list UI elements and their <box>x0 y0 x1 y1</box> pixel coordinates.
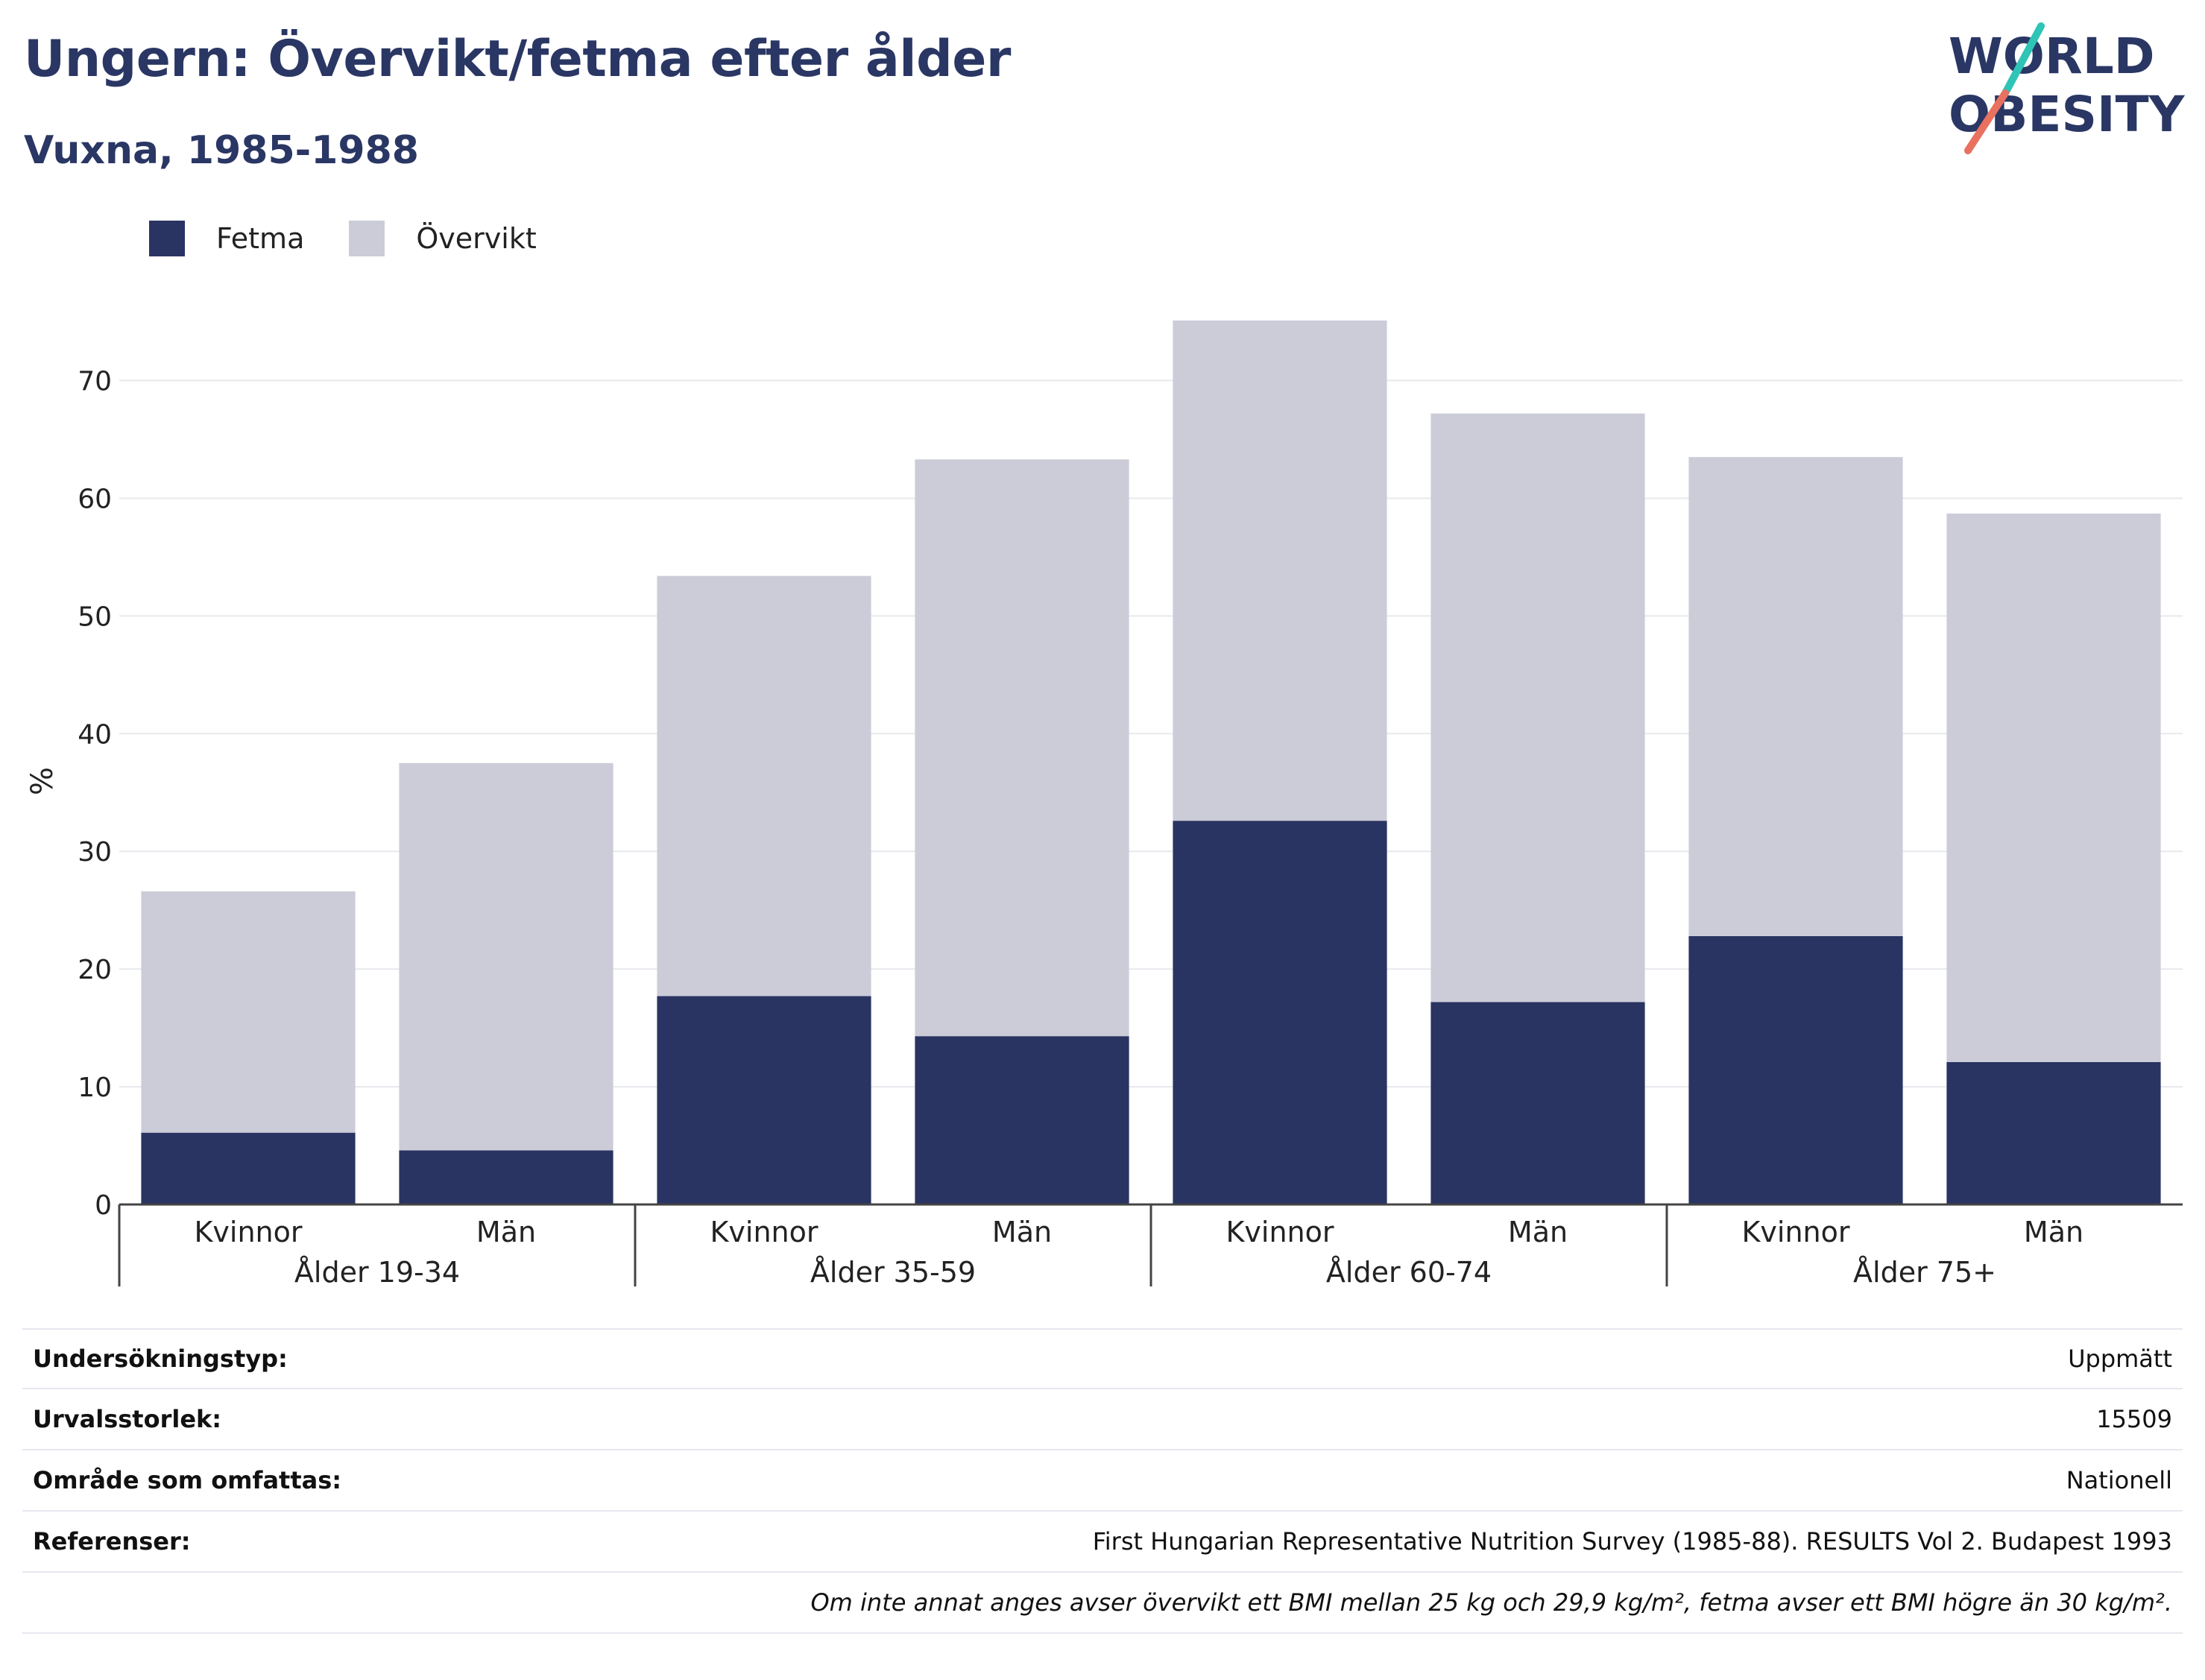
info-label: Undersökningstyp: <box>33 1345 288 1373</box>
svg-text:WORLD: WORLD <box>1949 28 2155 85</box>
legend-swatch-overvikt <box>349 221 385 256</box>
bar-overvikt <box>1430 413 1645 1002</box>
group-label: Ålder 75+ <box>1853 1256 1996 1289</box>
bar-fetma <box>1173 821 1387 1204</box>
bar-fetma <box>141 1132 356 1204</box>
x-tick-label: Män <box>2024 1216 2083 1248</box>
legend-label-overvikt: Övervikt <box>416 222 537 255</box>
bar-overvikt <box>1173 320 1387 821</box>
bar-overvikt <box>141 891 356 1133</box>
info-row-survey-type: Undersökningstyp: Uppmätt <box>22 1328 2183 1389</box>
group-label: Ålder 35-59 <box>810 1256 976 1289</box>
bar-fetma <box>915 1036 1129 1204</box>
bmi-definition-note: Om inte annat anges avser övervikt ett B… <box>810 1588 2172 1617</box>
legend-swatch-fetma <box>149 221 185 256</box>
y-tick-label: 60 <box>78 484 112 514</box>
survey-info-table: Undersökningstyp: Uppmätt Urvalsstorlek:… <box>22 1328 2183 1634</box>
x-tick-label: Kvinnor <box>1225 1216 1334 1248</box>
y-tick-label: 0 <box>95 1190 112 1221</box>
bar-fetma <box>1688 935 1903 1204</box>
page-subtitle: Vuxna, 1985-1988 <box>24 128 419 173</box>
y-tick-label: 40 <box>78 719 112 750</box>
info-row-bmi-note: Om inte annat anges avser övervikt ett B… <box>22 1573 2183 1634</box>
legend-item-overvikt[interactable]: Övervikt <box>349 221 537 256</box>
bar-overvikt <box>1688 457 1903 936</box>
group-label: Ålder 19-34 <box>294 1256 460 1289</box>
bar-fetma <box>657 996 871 1204</box>
world-obesity-logo: WORLD OBESITY <box>1949 22 2186 154</box>
bar-fetma <box>1946 1061 2161 1204</box>
y-tick-label: 50 <box>78 601 112 632</box>
bar-overvikt <box>915 459 1129 1037</box>
x-tick-label: Kvinnor <box>1741 1216 1849 1248</box>
x-tick-label: Kvinnor <box>710 1216 818 1248</box>
x-tick-label: Män <box>992 1216 1052 1248</box>
info-value: First Hungarian Representative Nutrition… <box>1092 1527 2172 1556</box>
y-tick-label: 30 <box>78 837 112 868</box>
info-row-references: Referenser: First Hungarian Representati… <box>22 1512 2183 1573</box>
x-tick-label: Kvinnor <box>194 1216 302 1248</box>
chart-legend: Fetma Övervikt <box>149 221 581 256</box>
legend-item-fetma[interactable]: Fetma <box>149 221 304 256</box>
bar-overvikt <box>1946 513 2161 1062</box>
group-label: Ålder 60-74 <box>1326 1256 1492 1289</box>
y-tick-label: 10 <box>78 1073 112 1103</box>
bar-fetma <box>1430 1002 1645 1204</box>
info-row-coverage: Område som omfattas: Nationell <box>22 1450 2183 1512</box>
info-label: Referenser: <box>33 1527 191 1556</box>
info-label: Urvalsstorlek: <box>33 1405 222 1433</box>
info-value: Uppmätt <box>2068 1345 2172 1373</box>
y-axis-label: % <box>25 767 60 795</box>
bar-fetma <box>399 1150 613 1204</box>
y-tick-label: 20 <box>78 955 112 985</box>
x-tick-label: Män <box>1508 1216 1568 1248</box>
bar-overvikt <box>399 762 613 1151</box>
y-tick-label: 70 <box>78 367 112 397</box>
bar-overvikt <box>657 575 871 997</box>
stacked-bar-chart: 0 10 20 30 40 50 60 70% Kvinnor Män Kvinnor Män Kvin… <box>25 320 2183 1289</box>
x-tick-label: Män <box>476 1216 536 1248</box>
legend-label-fetma: Fetma <box>216 222 305 255</box>
page-title: Ungern: Övervikt/fetma efter ålder <box>24 30 1011 89</box>
info-label: Område som omfattas: <box>33 1466 342 1494</box>
info-row-sample-size: Urvalsstorlek: 15509 <box>22 1389 2183 1450</box>
info-value: 15509 <box>2096 1405 2172 1433</box>
info-value: Nationell <box>2066 1466 2172 1494</box>
